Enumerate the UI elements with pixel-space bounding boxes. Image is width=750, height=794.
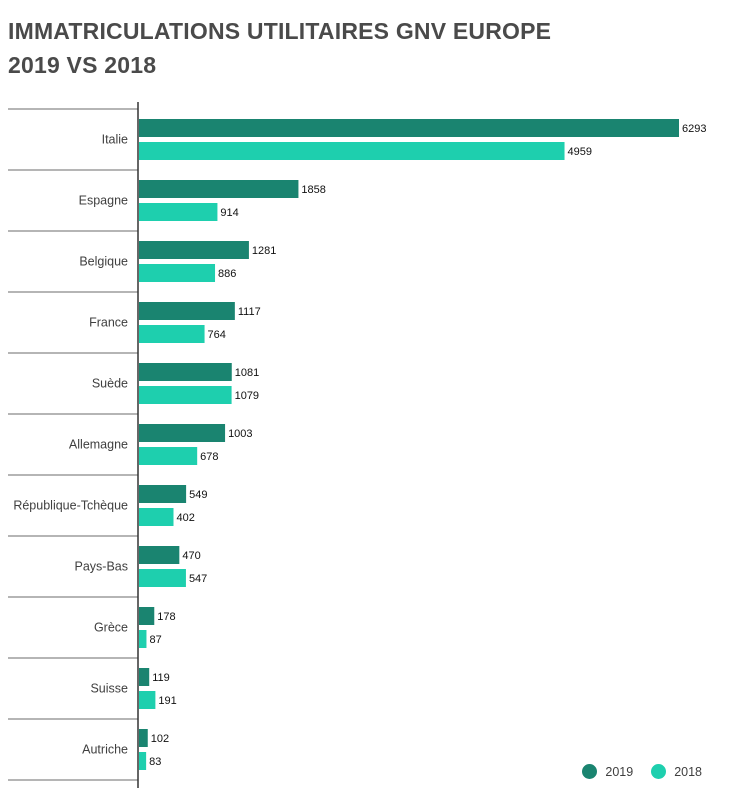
category-label: République-Tchèque bbox=[13, 499, 128, 513]
value-label: 1281 bbox=[252, 245, 276, 257]
legend: 2019 2018 bbox=[582, 764, 702, 779]
bar-2018 bbox=[139, 630, 147, 648]
value-label: 549 bbox=[189, 489, 207, 501]
category-label: Belgique bbox=[79, 255, 128, 269]
legend-label-2019: 2019 bbox=[605, 764, 634, 779]
bar-2018 bbox=[139, 386, 232, 404]
value-label: 1858 bbox=[301, 184, 325, 196]
value-label: 87 bbox=[149, 634, 161, 646]
category-label: Grèce bbox=[94, 621, 128, 635]
bar-2019 bbox=[139, 241, 249, 259]
value-label: 83 bbox=[149, 756, 161, 768]
legend-swatch-2019 bbox=[582, 764, 598, 779]
value-label: 6293 bbox=[682, 123, 706, 135]
category-label: France bbox=[89, 316, 128, 330]
legend-label-2018: 2018 bbox=[674, 764, 702, 779]
legend-swatch-2018 bbox=[651, 764, 667, 779]
chart-title-line-2: 2019 VS 2018 bbox=[8, 52, 157, 78]
category-label: Suisse bbox=[90, 682, 128, 696]
value-label: 1079 bbox=[235, 390, 259, 402]
bar-2019 bbox=[139, 180, 299, 198]
category-label: Autriche bbox=[82, 743, 128, 757]
legend-item-2019: 2019 bbox=[582, 764, 633, 779]
value-label: 914 bbox=[220, 207, 238, 219]
bar-2019 bbox=[139, 363, 232, 381]
bar-2018 bbox=[139, 325, 205, 343]
value-label: 678 bbox=[200, 451, 218, 463]
bar-2018 bbox=[139, 691, 156, 709]
value-label: 470 bbox=[182, 550, 200, 562]
value-label: 178 bbox=[157, 611, 175, 623]
value-label: 402 bbox=[176, 512, 194, 524]
bar-2018 bbox=[139, 447, 198, 465]
bar-2019 bbox=[139, 424, 226, 442]
bar-2019 bbox=[139, 485, 187, 503]
chart-title: IMMATRICULATIONS UTILITAIRES GNV EUROPE … bbox=[8, 14, 728, 82]
chart-title-line-1: IMMATRICULATIONS UTILITAIRES GNV EUROPE bbox=[8, 18, 552, 44]
legend-item-2018: 2018 bbox=[651, 764, 702, 779]
category-label: Suède bbox=[92, 377, 128, 391]
bar-2019 bbox=[139, 119, 679, 137]
category-label: Allemagne bbox=[69, 438, 128, 452]
bar-2019 bbox=[139, 546, 180, 564]
category-label: Pays-Bas bbox=[75, 560, 129, 574]
bar-2018 bbox=[139, 142, 565, 160]
bar-2019 bbox=[139, 729, 148, 747]
value-label: 764 bbox=[208, 329, 226, 341]
bar-2018 bbox=[139, 508, 174, 526]
value-label: 1003 bbox=[228, 428, 252, 440]
bar-2018 bbox=[139, 569, 186, 587]
value-label: 119 bbox=[152, 672, 170, 684]
value-label: 886 bbox=[218, 268, 236, 280]
value-label: 191 bbox=[158, 695, 176, 707]
value-label: 547 bbox=[189, 573, 207, 585]
category-label: Italie bbox=[102, 133, 128, 147]
value-label: 4959 bbox=[568, 146, 592, 158]
bar-2018 bbox=[139, 203, 218, 221]
bar-2019 bbox=[139, 302, 235, 320]
value-label: 1117 bbox=[238, 306, 261, 318]
bar-2018 bbox=[139, 752, 147, 770]
bar-2019 bbox=[139, 668, 150, 686]
bar-2019 bbox=[139, 607, 155, 625]
category-label: Espagne bbox=[79, 194, 128, 208]
value-label: 102 bbox=[151, 733, 169, 745]
value-label: 1081 bbox=[235, 367, 259, 379]
bar-2018 bbox=[139, 264, 216, 282]
